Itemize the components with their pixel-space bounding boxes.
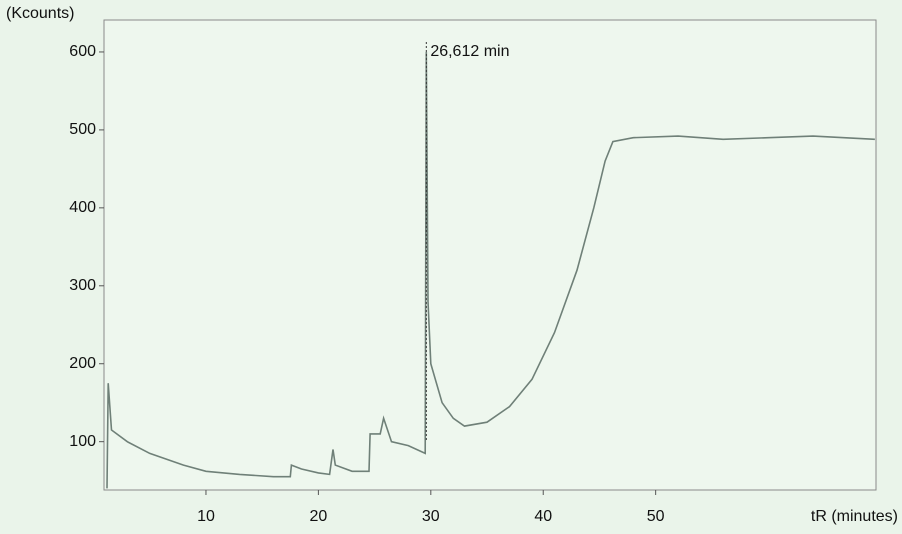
trace [106,51,875,489]
y-axis-label: (Kcounts) [6,5,74,22]
x-tick-label: 50 [647,508,665,525]
x-tick-label: 20 [309,508,327,525]
plot-frame [103,19,877,491]
x-tick-label: 40 [534,508,552,525]
y-tick-label: 400 [69,199,96,216]
y-tick-label: 100 [69,433,96,450]
x-tick-label: 10 [197,508,215,525]
annotation: 26,612 min [430,43,509,60]
y-tick-label: 500 [69,121,96,138]
y-tick-label: 300 [69,277,96,294]
y-tick-label: 600 [69,43,96,60]
y-tick-label: 200 [69,355,96,372]
x-axis-label: tR (minutes) [811,508,898,525]
x-tick-label: 30 [422,508,440,525]
